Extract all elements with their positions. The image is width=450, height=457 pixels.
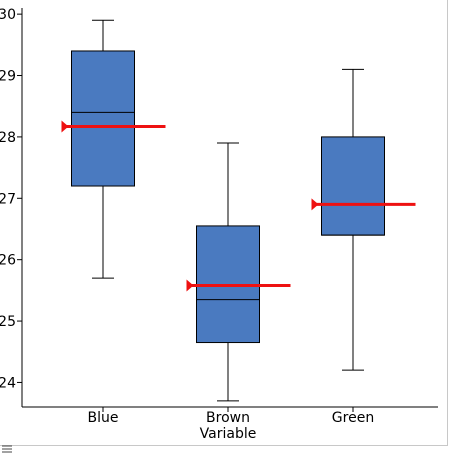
y-tick-label: 25 [0,314,16,330]
iqr-box [71,50,135,187]
y-tick-label: 30 [0,7,16,23]
menu-icon[interactable] [2,438,12,453]
y-tick-label: 26 [0,253,16,269]
hamburger-glyph [2,445,12,453]
box-group-brown [186,142,291,402]
y-ticks: 24 25 26 27 28 29 30 [0,7,22,391]
mean-marker [186,279,194,292]
iqr-box [321,136,385,236]
chart-border [0,0,448,446]
boxes [61,19,416,402]
box-group-blue [61,19,166,279]
box-group-green [311,68,416,371]
x-tick-label: Green [332,410,374,426]
mean-marker [311,198,319,211]
y-tick-label: 24 [0,375,16,391]
x-tick-label: Brown [206,410,250,426]
x-axis-label: Variable [200,426,257,442]
axes [21,8,438,408]
y-tick-label: 29 [0,69,16,85]
y-tick-label: 27 [0,191,16,207]
y-tick-label: 28 [0,130,16,146]
x-ticks: Blue Brown Green [88,407,374,426]
mean-marker [61,120,69,133]
x-tick-label: Blue [88,410,119,426]
